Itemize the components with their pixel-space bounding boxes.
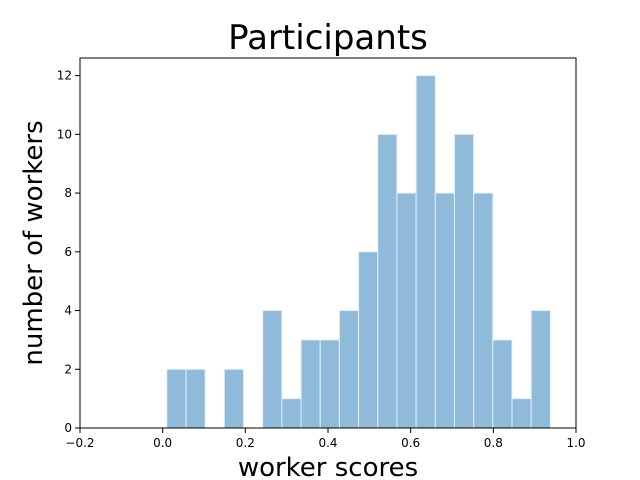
histogram-bar (530, 310, 551, 429)
x-tick-label: 0.2 (236, 436, 255, 450)
x-tick-label: 0.6 (401, 436, 420, 450)
bars-group (166, 75, 551, 429)
x-tick-label: 1.0 (566, 436, 585, 450)
histogram-bar (262, 310, 283, 429)
y-tick-label: 8 (64, 186, 72, 200)
histogram-bar (434, 192, 455, 429)
y-tick-label: 2 (64, 362, 72, 376)
x-tick-label: −0.2 (65, 436, 94, 450)
y-tick-label: 4 (64, 304, 72, 318)
x-axis-ticks: −0.2 0.0 0.2 0.4 0.6 0.8 1.0 (65, 428, 586, 450)
histogram-bar (396, 192, 417, 429)
histogram-bar (300, 339, 321, 429)
histogram-bar (223, 368, 245, 429)
histogram-bar (492, 339, 513, 429)
y-tick-label: 12 (57, 69, 72, 83)
histogram-bar (453, 133, 475, 429)
histogram-bar (319, 339, 340, 429)
histogram-bar (185, 368, 206, 429)
histogram-bar (358, 251, 379, 429)
x-axis-label: worker scores (238, 453, 418, 480)
x-tick-label: 0.8 (484, 436, 503, 450)
histogram-bar (338, 310, 360, 429)
y-tick-label: 10 (57, 127, 72, 141)
x-tick-label: 0.4 (318, 436, 337, 450)
histogram-bar (281, 398, 302, 429)
histogram-bar (377, 133, 398, 429)
x-tick-label: 0.0 (153, 436, 172, 450)
histogram-bar (415, 75, 436, 429)
histogram-bar (473, 192, 494, 429)
histogram-bar (511, 398, 532, 429)
y-axis-ticks: 0 2 4 6 8 10 12 (57, 69, 80, 435)
y-tick-label: 6 (64, 245, 72, 259)
chart-title: Participants (228, 18, 428, 58)
histogram-bar (166, 368, 187, 429)
y-axis-label: number of workers (19, 120, 49, 365)
y-tick-label: 0 (64, 421, 72, 435)
